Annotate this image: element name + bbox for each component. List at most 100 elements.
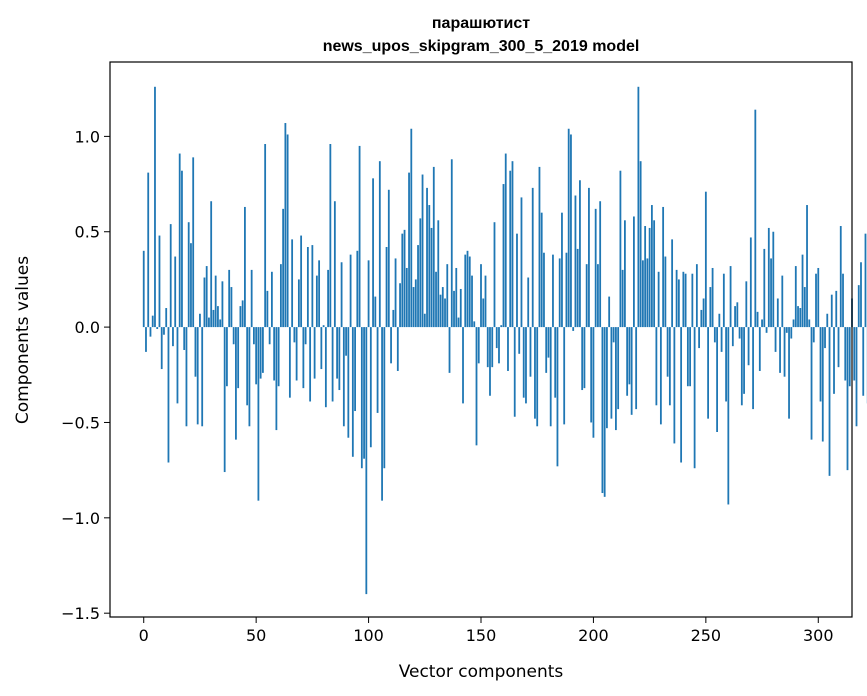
bar-217: [630, 327, 633, 415]
bar-241: [684, 273, 687, 328]
bar-300: [817, 267, 820, 328]
bar-127: [428, 205, 431, 328]
bar-24: [196, 327, 199, 425]
bar-256: [718, 313, 721, 328]
bar-45: [244, 206, 246, 328]
bar-226: [650, 205, 653, 328]
bar-27: [203, 277, 206, 328]
bar-162: [507, 327, 509, 371]
bar-190: [570, 134, 572, 328]
bar-66: [291, 239, 294, 328]
bar-168: [520, 197, 523, 328]
bar-47: [248, 327, 251, 427]
bar-184: [556, 327, 559, 467]
bar-8: [160, 327, 163, 370]
bar-283: [779, 327, 781, 373]
bar-211: [617, 327, 620, 410]
bar-11: [167, 327, 170, 463]
bar-265: [738, 327, 741, 339]
bar-37: [226, 327, 228, 387]
bar-110: [390, 327, 392, 364]
bar-163: [509, 170, 512, 328]
bar-119: [410, 128, 413, 328]
bar-247: [698, 327, 700, 349]
bar-173: [531, 187, 534, 328]
bar-86: [336, 327, 338, 379]
bar-62: [282, 208, 285, 328]
bar-60: [277, 327, 280, 387]
bar-3: [149, 327, 152, 337]
bar-35: [221, 281, 224, 328]
bar-245: [693, 327, 696, 469]
bar-215: [626, 327, 629, 396]
bar-202: [597, 264, 599, 328]
bar-295: [806, 205, 808, 328]
bar-157: [495, 327, 498, 349]
bar-218: [633, 216, 635, 328]
bar-232: [664, 256, 667, 328]
x-tick-label: 0: [139, 626, 149, 645]
bar-75: [311, 245, 314, 328]
bar-317: [855, 327, 858, 427]
bar-142: [462, 327, 464, 404]
bar-58: [273, 327, 276, 381]
bar-140: [457, 317, 460, 328]
bar-103: [374, 296, 377, 328]
bar-144: [466, 250, 469, 328]
bar-314: [848, 327, 851, 387]
bar-134: [444, 298, 446, 328]
bar-237: [675, 269, 678, 328]
bar-95: [356, 250, 359, 328]
y-tick-label: −0.5: [61, 413, 100, 432]
bar-198: [588, 187, 590, 328]
bar-244: [691, 273, 694, 328]
bar-13: [172, 327, 174, 347]
bar-48: [250, 269, 253, 328]
bar-309: [837, 327, 840, 368]
bar-94: [354, 327, 356, 412]
bar-267: [743, 327, 745, 394]
bar-165: [513, 327, 516, 417]
bar-50: [255, 327, 258, 385]
bar-106: [381, 327, 383, 501]
bar-189: [567, 128, 570, 328]
bar-71: [302, 327, 305, 389]
bar-56: [268, 327, 271, 345]
bar-108: [385, 247, 388, 328]
bar-148: [475, 327, 478, 446]
bar-259: [725, 327, 727, 402]
bar-260: [727, 327, 730, 505]
bar-253: [711, 267, 714, 328]
bar-81: [324, 327, 327, 408]
bar-305: [828, 327, 831, 476]
bar-99: [365, 327, 368, 595]
bar-273: [756, 311, 759, 328]
bar-34: [219, 319, 222, 328]
bar-182: [552, 254, 554, 328]
bar-64: [286, 134, 289, 328]
bar-257: [720, 327, 723, 352]
bar-138: [453, 290, 455, 328]
bar-126: [426, 187, 428, 328]
bar-272: [754, 109, 757, 328]
bar-122: [417, 245, 419, 328]
bar-299: [815, 273, 817, 328]
bar-207: [608, 296, 611, 328]
bar-109: [387, 189, 390, 328]
bar-161: [504, 153, 507, 328]
bar-172: [529, 327, 532, 377]
bar-118: [408, 172, 410, 328]
bar-12: [169, 224, 172, 328]
x-tick-label: 100: [353, 626, 384, 645]
bar-286: [785, 327, 788, 333]
bar-174: [534, 327, 536, 419]
bar-170: [525, 327, 527, 404]
bar-145: [468, 256, 471, 328]
bar-261: [729, 266, 732, 328]
bar-219: [635, 327, 638, 410]
bar-312: [844, 327, 847, 381]
bar-152: [484, 275, 487, 328]
bar-42: [237, 327, 240, 389]
bar-179: [545, 327, 548, 373]
